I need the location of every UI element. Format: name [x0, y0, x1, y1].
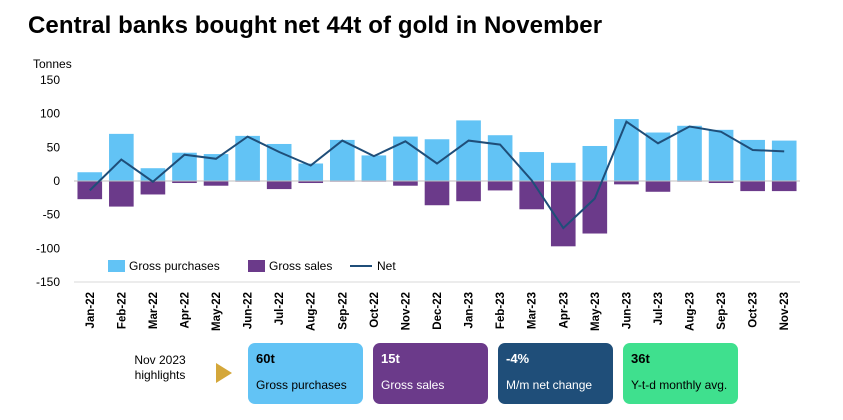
line-net [89, 120, 785, 230]
x-tick-label: Jul-23 [653, 292, 665, 325]
chart-title: Central banks bought net 44t of gold in … [28, 12, 603, 39]
bar-gross-purchases [645, 132, 671, 181]
highlight-label: Gross sales [381, 378, 445, 392]
y-tick-label: 150 [40, 73, 60, 87]
bar-gross-sales [109, 181, 134, 207]
bar-gross-sales [456, 181, 481, 202]
bar-gross-purchases [771, 140, 797, 181]
bar-gross-sales [266, 181, 292, 190]
bar-gross-purchases [77, 172, 103, 181]
x-tick-label: Apr-23 [558, 292, 570, 328]
bar-gross-sales [203, 181, 229, 186]
bar-gross-sales [172, 181, 197, 184]
y-tick-label: -50 [43, 208, 61, 222]
x-tick-label: Nov-23 [779, 292, 791, 330]
bar-gross-sales [708, 181, 734, 184]
bar-gross-sales [519, 181, 545, 210]
bar-gross-purchases [456, 120, 481, 181]
x-tick-label: Aug-22 [306, 292, 318, 331]
highlights-arrow-icon [216, 363, 232, 383]
x-tick-label: Apr-22 [179, 292, 191, 328]
x-tick-label: Dec-22 [432, 292, 444, 330]
highlight-value: -4% [506, 351, 530, 366]
x-tick-label: Jul-22 [274, 292, 286, 325]
highlight-label: M/m net change [506, 378, 593, 392]
legend-label-gross-purchases: Gross purchases [129, 259, 220, 273]
x-tick-label: Jun-23 [621, 292, 633, 329]
bar-gross-purchases [550, 162, 576, 181]
bar-gross-sales [614, 181, 639, 185]
x-tick-label: Oct-23 [748, 292, 760, 328]
x-tick-label: Oct-22 [369, 292, 381, 328]
bar-gross-purchases [582, 145, 608, 181]
x-tick-label: Jan-22 [85, 292, 97, 328]
x-tick-label: May-23 [590, 292, 602, 331]
bar-gross-sales [393, 181, 418, 186]
bar-gross-sales [771, 181, 797, 192]
bar-gross-sales [487, 181, 513, 191]
highlight-label: Gross purchases [256, 378, 347, 392]
highlights-label: Nov 2023 highlights [134, 353, 186, 382]
x-tick-label: Aug-23 [685, 292, 697, 331]
chart-canvas: 150 100 50 0 -50 -100 -150 Jan-22 Feb-22 Mar-22 Ap… [36, 73, 800, 331]
bar-gross-purchases [677, 125, 702, 181]
legend-swatch-gross-purchases [108, 260, 125, 272]
y-tick-label: 50 [47, 140, 61, 154]
bar-gross-sales [645, 181, 671, 192]
bar-gross-purchases [172, 152, 197, 181]
bar-gross-purchases [329, 139, 355, 181]
highlight-card-gross-purchases: 60t Gross purchases [248, 343, 363, 404]
x-tick-label: Nov-22 [400, 292, 412, 330]
y-tick-label: 100 [40, 107, 60, 121]
x-tick-label: Mar-23 [527, 292, 539, 329]
highlight-value: 15t [381, 351, 400, 366]
x-tick-label: Jun-22 [243, 292, 255, 329]
bar-gross-purchases [266, 143, 292, 181]
bar-gross-purchases [361, 155, 387, 181]
legend-label-gross-sales: Gross sales [269, 259, 332, 273]
bar-gross-purchases [109, 133, 134, 181]
y-axis-unit-label: Tonnes [33, 57, 72, 71]
bar-gross-sales [140, 181, 166, 195]
bar-gross-purchases [519, 152, 545, 181]
legend-swatch-gross-sales [248, 260, 265, 272]
bar-gross-sales [424, 181, 450, 206]
x-tick-label: Sep-22 [337, 292, 349, 330]
x-tick-label: Feb-22 [116, 292, 128, 329]
legend-label-net: Net [377, 259, 396, 273]
bar-gross-purchases [708, 129, 734, 181]
x-tick-label: Feb-23 [495, 292, 507, 329]
y-tick-label: 0 [53, 174, 60, 188]
highlight-label: Y-t-d monthly avg. [631, 378, 728, 392]
bar-gross-purchases [298, 163, 324, 181]
bar-gross-purchases [740, 139, 765, 181]
y-tick-label: -150 [36, 275, 60, 289]
x-tick-label: Sep-23 [716, 292, 728, 330]
bar-gross-sales [740, 181, 765, 192]
bar-gross-purchases [424, 139, 450, 181]
bar-gross-purchases [487, 135, 513, 181]
highlight-card-net-change: -4% M/m net change [498, 343, 613, 404]
highlight-card-ytd-average: 36t Y-t-d monthly avg. [623, 343, 738, 404]
x-tick-label: May-22 [211, 292, 223, 331]
bar-gross-purchases [393, 136, 418, 181]
x-tick-label: Jan-23 [464, 292, 476, 328]
highlight-value: 36t [631, 351, 650, 366]
bar-gross-purchases [614, 119, 639, 181]
x-tick-label: Mar-22 [148, 292, 160, 329]
bar-gross-sales [550, 181, 576, 247]
bar-gross-sales [298, 181, 324, 184]
highlight-value: 60t [256, 351, 275, 366]
highlight-card-gross-sales: 15t Gross sales [373, 343, 488, 404]
y-tick-label: -100 [36, 241, 60, 255]
